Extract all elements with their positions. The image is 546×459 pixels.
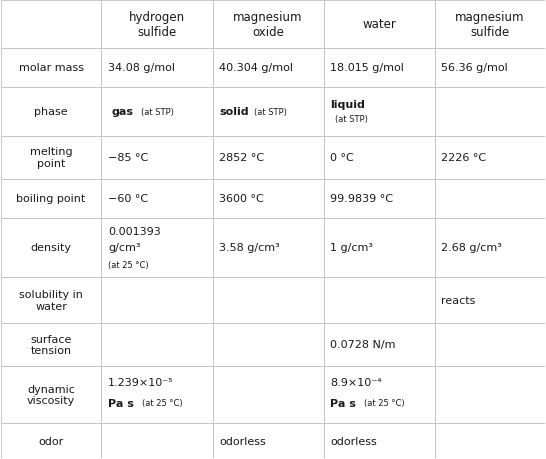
Text: solid: solid (219, 107, 249, 117)
Bar (435, 423, 545, 458)
Text: 56.36 g/mol: 56.36 g/mol (441, 63, 508, 73)
Bar (324, 278, 435, 324)
Text: molar mass: molar mass (19, 63, 84, 73)
Bar (102, 324, 212, 366)
Text: phase: phase (34, 107, 68, 117)
Bar (1, 137, 102, 179)
Bar (1, 423, 102, 458)
Bar (102, 423, 212, 458)
Text: density: density (31, 243, 72, 253)
Text: 2226 °C: 2226 °C (441, 153, 486, 163)
Bar (1, 218, 102, 278)
Text: g/cm³: g/cm³ (108, 243, 140, 253)
Text: 40.304 g/mol: 40.304 g/mol (219, 63, 293, 73)
Bar (212, 324, 324, 366)
Bar (435, 324, 545, 366)
Bar (102, 49, 212, 87)
Bar (102, 278, 212, 324)
Text: solubility in
water: solubility in water (19, 290, 83, 311)
Bar (324, 1, 435, 49)
Text: 34.08 g/mol: 34.08 g/mol (108, 63, 175, 73)
Text: magnesium
oxide: magnesium oxide (233, 11, 303, 39)
Text: dynamic
viscosity: dynamic viscosity (27, 384, 75, 405)
Bar (435, 366, 545, 423)
Bar (212, 179, 324, 218)
Bar (324, 423, 435, 458)
Text: 1.239×10⁻⁵: 1.239×10⁻⁵ (108, 377, 174, 387)
Text: boiling point: boiling point (16, 194, 86, 204)
Text: 0 °C: 0 °C (330, 153, 354, 163)
Text: (at STP): (at STP) (254, 107, 287, 117)
Text: odor: odor (38, 436, 64, 446)
Text: −60 °C: −60 °C (108, 194, 148, 204)
Bar (212, 366, 324, 423)
Bar (1, 366, 102, 423)
Bar (435, 1, 545, 49)
Bar (435, 278, 545, 324)
Text: 2.68 g/cm³: 2.68 g/cm³ (441, 243, 502, 253)
Text: 3600 °C: 3600 °C (219, 194, 264, 204)
Bar (324, 49, 435, 87)
Text: 3.58 g/cm³: 3.58 g/cm³ (219, 243, 280, 253)
Text: (at 25 °C): (at 25 °C) (108, 260, 149, 269)
Text: 0.001393: 0.001393 (108, 226, 161, 236)
Text: (at STP): (at STP) (335, 114, 367, 123)
Bar (1, 324, 102, 366)
Bar (212, 423, 324, 458)
Bar (435, 49, 545, 87)
Bar (1, 1, 102, 49)
Text: 0.0728 N/m: 0.0728 N/m (330, 340, 396, 350)
Bar (212, 87, 324, 137)
Bar (102, 179, 212, 218)
Bar (212, 137, 324, 179)
Text: surface
tension: surface tension (31, 334, 72, 355)
Text: odorless: odorless (330, 436, 377, 446)
Text: odorless: odorless (219, 436, 266, 446)
Bar (212, 218, 324, 278)
Bar (435, 137, 545, 179)
Bar (324, 324, 435, 366)
Bar (324, 87, 435, 137)
Text: reacts: reacts (441, 296, 476, 306)
Bar (102, 1, 212, 49)
Text: 8.9×10⁻⁴: 8.9×10⁻⁴ (330, 377, 382, 387)
Text: melting
point: melting point (30, 147, 73, 168)
Bar (212, 1, 324, 49)
Text: 18.015 g/mol: 18.015 g/mol (330, 63, 404, 73)
Bar (435, 87, 545, 137)
Text: gas: gas (111, 107, 133, 117)
Text: Pa s: Pa s (108, 398, 134, 408)
Text: hydrogen
sulfide: hydrogen sulfide (129, 11, 185, 39)
Bar (102, 87, 212, 137)
Bar (435, 179, 545, 218)
Bar (212, 49, 324, 87)
Text: 2852 °C: 2852 °C (219, 153, 264, 163)
Bar (1, 179, 102, 218)
Bar (435, 218, 545, 278)
Text: liquid: liquid (330, 100, 365, 110)
Bar (324, 179, 435, 218)
Text: −85 °C: −85 °C (108, 153, 148, 163)
Bar (324, 366, 435, 423)
Bar (324, 137, 435, 179)
Bar (1, 278, 102, 324)
Text: 99.9839 °C: 99.9839 °C (330, 194, 393, 204)
Text: (at 25 °C): (at 25 °C) (142, 398, 182, 408)
Bar (102, 366, 212, 423)
Bar (1, 87, 102, 137)
Bar (1, 49, 102, 87)
Text: Pa s: Pa s (330, 398, 356, 408)
Bar (102, 137, 212, 179)
Text: 1 g/cm³: 1 g/cm³ (330, 243, 373, 253)
Bar (324, 218, 435, 278)
Bar (212, 278, 324, 324)
Text: (at 25 °C): (at 25 °C) (364, 398, 405, 408)
Text: water: water (362, 18, 396, 31)
Text: magnesium
sulfide: magnesium sulfide (455, 11, 525, 39)
Text: (at STP): (at STP) (141, 107, 174, 117)
Bar (102, 218, 212, 278)
